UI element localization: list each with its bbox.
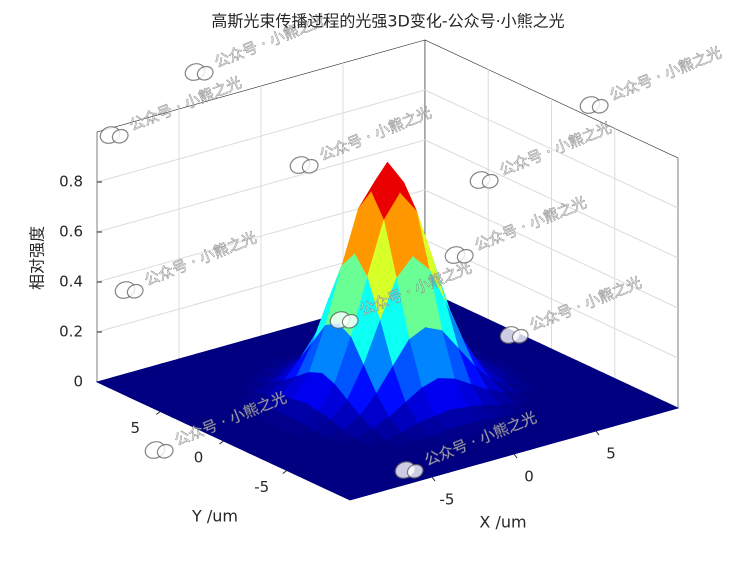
watermark-icon <box>591 98 609 114</box>
watermark-icon <box>341 313 359 329</box>
y-axis-label: Y /um <box>191 507 238 526</box>
z-axis-label: 相对强度 <box>28 226 47 290</box>
x-tick-label: -5 <box>440 491 455 509</box>
x-tick <box>431 476 436 482</box>
y-tick-label: -5 <box>254 478 269 496</box>
y-tick <box>282 470 288 474</box>
watermark-icon <box>126 283 144 299</box>
x-tick-label: 5 <box>606 445 616 463</box>
grid-line <box>424 89 679 209</box>
y-tick <box>155 411 161 415</box>
z-tick-label: 0.2 <box>59 323 83 341</box>
watermark-icon <box>196 65 214 81</box>
grid-line <box>96 89 426 183</box>
watermark-icon <box>456 248 474 264</box>
watermark-icon <box>156 443 174 459</box>
x-tick-label: 0 <box>524 468 534 486</box>
y-tick-label: 5 <box>130 419 140 437</box>
z-tick-label: 0.4 <box>59 273 83 291</box>
labels: -5 0 5 -5 0 5 0 0.2 0.4 0.6 0.8 <box>59 173 616 509</box>
z-tick-label: 0 <box>73 373 83 391</box>
y-tick <box>219 440 224 445</box>
watermark-icon <box>111 128 129 144</box>
x-axis-label: X /um <box>479 513 526 532</box>
z-tick-label: 0.6 <box>59 223 83 241</box>
y-tick-label: 0 <box>194 449 204 467</box>
chart-title: 高斯光束传播过程的光强3D变化-公众号·小熊之光 <box>211 12 564 31</box>
x-tick <box>513 453 518 459</box>
grid-line <box>424 139 679 259</box>
watermark-icon <box>301 158 319 174</box>
z-tick-label: 0.8 <box>59 173 83 191</box>
watermark-icon <box>481 173 499 189</box>
surface-patch <box>336 489 368 501</box>
watermark-icon <box>406 463 424 479</box>
grid-line <box>424 189 679 309</box>
watermark-icon <box>511 328 529 344</box>
x-tick <box>595 430 600 436</box>
grid-line <box>96 139 426 233</box>
